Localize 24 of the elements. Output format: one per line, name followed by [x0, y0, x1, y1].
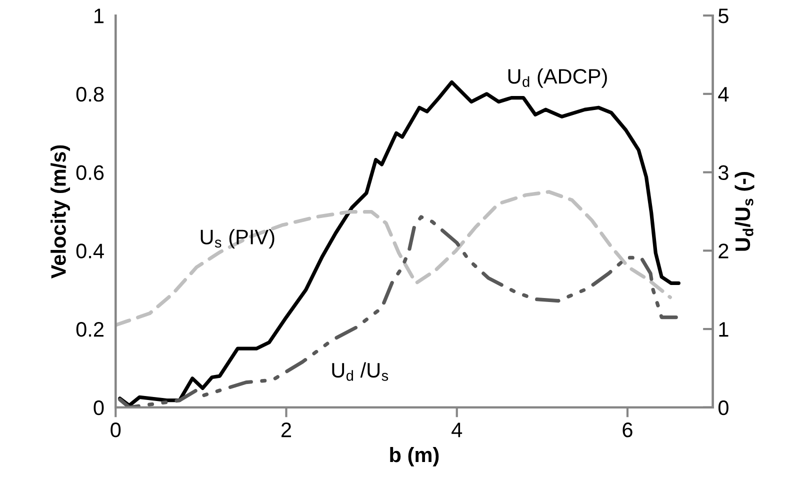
y-tick-label: 0.8 — [76, 86, 104, 102]
x-axis-title: b (m) — [390, 446, 439, 466]
y-tick-label: 0.4 — [76, 244, 104, 258]
y-tick-label: 1 — [94, 8, 104, 24]
y2-tick-label: 1 — [719, 322, 728, 337]
annotation: U$_{s}$ (PIV) — [200, 229, 274, 249]
y2-tick-label: 5 — [718, 8, 728, 24]
y-tick-label: 0.6 — [76, 165, 104, 180]
y2-tick-label: 0 — [718, 400, 728, 416]
line-series — [116, 190, 672, 327]
x-tick-label: 4 — [452, 422, 462, 438]
x-tick-label: 0 — [110, 422, 121, 438]
annotation: U$_{d}$ /U$_{s}$ — [332, 362, 388, 381]
y2-tick-label: 2 — [718, 244, 728, 258]
x-tick-label: 6 — [622, 422, 632, 438]
annotation: U$_{d}$ (ADCP) — [508, 68, 607, 88]
y2-tick-label: 3 — [718, 165, 728, 180]
line-series — [118, 215, 678, 408]
y-tick-label: 0 — [94, 400, 104, 416]
y-tick-label: 0.2 — [76, 322, 104, 337]
y2-tick-label: 4 — [718, 87, 729, 102]
y-axis-title: Velocity (m/s) — [50, 145, 70, 278]
y2-axis-title: U$_{d}$/U$_{s}$ (-) — [734, 172, 754, 251]
x-tick-label: 2 — [282, 422, 291, 438]
